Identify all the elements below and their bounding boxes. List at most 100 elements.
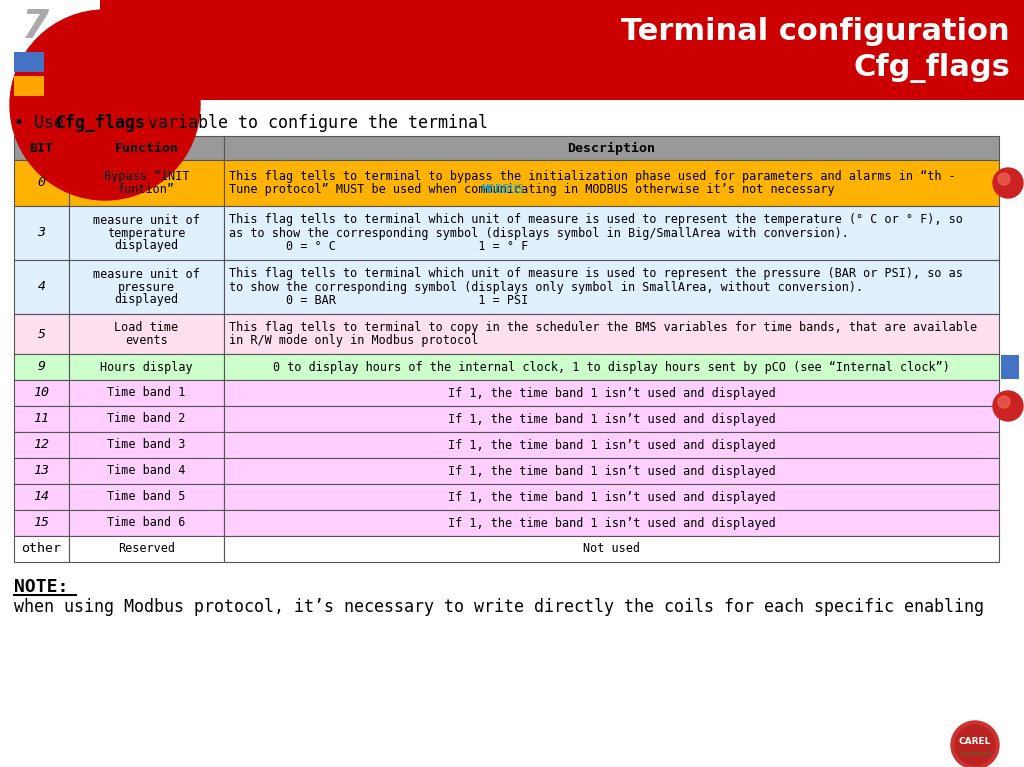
Text: If 1, the time band 1 isn’t used and displayed: If 1, the time band 1 isn’t used and dis… bbox=[447, 465, 775, 478]
FancyBboxPatch shape bbox=[69, 206, 224, 260]
Text: Hours display: Hours display bbox=[100, 360, 193, 374]
FancyBboxPatch shape bbox=[0, 0, 100, 110]
Text: If 1, the time band 1 isn’t used and displayed: If 1, the time band 1 isn’t used and dis… bbox=[447, 387, 775, 400]
FancyBboxPatch shape bbox=[14, 406, 69, 432]
FancyBboxPatch shape bbox=[224, 432, 999, 458]
Text: 10: 10 bbox=[34, 387, 49, 400]
Text: 0: 0 bbox=[38, 176, 45, 189]
Text: Reserved: Reserved bbox=[118, 542, 175, 555]
Text: Time band 2: Time band 2 bbox=[108, 413, 185, 426]
Text: Bypass “INIT: Bypass “INIT bbox=[103, 170, 189, 183]
FancyBboxPatch shape bbox=[1001, 355, 1019, 379]
Text: Time band 1: Time band 1 bbox=[108, 387, 185, 400]
FancyBboxPatch shape bbox=[224, 314, 999, 354]
Circle shape bbox=[10, 10, 200, 200]
Text: 0 = ° C                    1 = ° F: 0 = ° C 1 = ° F bbox=[229, 239, 528, 252]
Text: to show the corresponding symbol (displays only symbol in SmallArea, without con: to show the corresponding symbol (displa… bbox=[229, 281, 863, 294]
FancyBboxPatch shape bbox=[14, 136, 69, 160]
FancyBboxPatch shape bbox=[14, 484, 69, 510]
FancyBboxPatch shape bbox=[14, 160, 69, 206]
FancyBboxPatch shape bbox=[69, 458, 224, 484]
Text: 14: 14 bbox=[34, 491, 49, 503]
FancyBboxPatch shape bbox=[69, 484, 224, 510]
Text: 5: 5 bbox=[38, 328, 45, 341]
FancyBboxPatch shape bbox=[69, 380, 224, 406]
Text: Time band 3: Time band 3 bbox=[108, 439, 185, 452]
Text: Cfg_flags: Cfg_flags bbox=[56, 114, 146, 132]
Text: 9: 9 bbox=[38, 360, 45, 374]
FancyBboxPatch shape bbox=[224, 406, 999, 432]
FancyBboxPatch shape bbox=[14, 206, 69, 260]
FancyBboxPatch shape bbox=[224, 458, 999, 484]
Text: when using Modbus protocol, it’s necessary to write directly the coils for each : when using Modbus protocol, it’s necessa… bbox=[14, 598, 984, 616]
FancyBboxPatch shape bbox=[0, 0, 1024, 100]
Text: Cfg_flags: Cfg_flags bbox=[853, 53, 1010, 83]
Circle shape bbox=[951, 721, 999, 767]
Circle shape bbox=[993, 391, 1023, 421]
FancyBboxPatch shape bbox=[69, 260, 224, 314]
FancyBboxPatch shape bbox=[69, 406, 224, 432]
FancyBboxPatch shape bbox=[14, 380, 69, 406]
FancyBboxPatch shape bbox=[69, 510, 224, 536]
Text: as to show the corresponding symbol (displays symbol in Big/SmallArea with conve: as to show the corresponding symbol (dis… bbox=[229, 226, 849, 239]
FancyBboxPatch shape bbox=[69, 136, 224, 160]
Text: pressure: pressure bbox=[118, 281, 175, 294]
FancyBboxPatch shape bbox=[14, 536, 69, 562]
Text: displayed: displayed bbox=[115, 294, 178, 307]
Text: 3: 3 bbox=[38, 226, 45, 239]
Text: Time band 5: Time band 5 bbox=[108, 491, 185, 503]
Text: If 1, the time band 1 isn’t used and displayed: If 1, the time band 1 isn’t used and dis… bbox=[447, 491, 775, 503]
FancyBboxPatch shape bbox=[224, 354, 999, 380]
Text: Not used: Not used bbox=[583, 542, 640, 555]
FancyBboxPatch shape bbox=[224, 206, 999, 260]
Text: CAREL: CAREL bbox=[958, 738, 991, 746]
Text: events: events bbox=[125, 334, 168, 347]
Text: Tune protocol” MUST be used when communicating in MODBUS otherwise it’s not nece: Tune protocol” MUST be used when communi… bbox=[229, 183, 835, 196]
FancyBboxPatch shape bbox=[69, 536, 224, 562]
Text: Description: Description bbox=[567, 141, 655, 154]
FancyBboxPatch shape bbox=[14, 432, 69, 458]
Text: variable to configure the terminal: variable to configure the terminal bbox=[138, 114, 488, 132]
FancyBboxPatch shape bbox=[14, 52, 44, 72]
Circle shape bbox=[998, 173, 1010, 185]
Text: Function: Function bbox=[115, 141, 178, 154]
FancyBboxPatch shape bbox=[14, 354, 69, 380]
Text: Time band 6: Time band 6 bbox=[108, 516, 185, 529]
Text: MODBUS: MODBUS bbox=[481, 183, 524, 196]
Text: This flag tells to terminal to bypass the initialization phase used for paramete: This flag tells to terminal to bypass th… bbox=[229, 170, 955, 183]
FancyBboxPatch shape bbox=[14, 76, 44, 96]
FancyBboxPatch shape bbox=[14, 260, 69, 314]
Text: 13: 13 bbox=[34, 465, 49, 478]
Text: other: other bbox=[22, 542, 61, 555]
Circle shape bbox=[955, 725, 995, 765]
Text: 4: 4 bbox=[38, 281, 45, 294]
FancyBboxPatch shape bbox=[14, 458, 69, 484]
Text: If 1, the time band 1 isn’t used and displayed: If 1, the time band 1 isn’t used and dis… bbox=[447, 516, 775, 529]
Text: funtion”: funtion” bbox=[118, 183, 175, 196]
FancyBboxPatch shape bbox=[224, 536, 999, 562]
Text: 0 to display hours of the internal clock, 1 to display hours sent by pCO (see “I: 0 to display hours of the internal clock… bbox=[273, 360, 950, 374]
Text: displayed: displayed bbox=[115, 239, 178, 252]
Text: Time band 4: Time band 4 bbox=[108, 465, 185, 478]
FancyBboxPatch shape bbox=[224, 136, 999, 160]
Text: in R/W mode only in Modbus protocol: in R/W mode only in Modbus protocol bbox=[229, 334, 478, 347]
FancyBboxPatch shape bbox=[224, 160, 999, 206]
FancyBboxPatch shape bbox=[224, 380, 999, 406]
FancyBboxPatch shape bbox=[69, 354, 224, 380]
Text: 7: 7 bbox=[22, 8, 49, 46]
Text: If 1, the time band 1 isn’t used and displayed: If 1, the time band 1 isn’t used and dis… bbox=[447, 439, 775, 452]
FancyBboxPatch shape bbox=[224, 510, 999, 536]
Text: 0 = BAR                    1 = PSI: 0 = BAR 1 = PSI bbox=[229, 294, 528, 307]
Text: BIT: BIT bbox=[30, 141, 53, 154]
FancyBboxPatch shape bbox=[224, 484, 999, 510]
Text: temperature: temperature bbox=[108, 226, 185, 239]
FancyBboxPatch shape bbox=[69, 160, 224, 206]
Text: If 1, the time band 1 isn’t used and displayed: If 1, the time band 1 isn’t used and dis… bbox=[447, 413, 775, 426]
FancyBboxPatch shape bbox=[69, 314, 224, 354]
FancyBboxPatch shape bbox=[224, 260, 999, 314]
FancyBboxPatch shape bbox=[14, 314, 69, 354]
Text: 15: 15 bbox=[34, 516, 49, 529]
Circle shape bbox=[993, 168, 1023, 198]
Text: 12: 12 bbox=[34, 439, 49, 452]
Text: Terminal configuration: Terminal configuration bbox=[622, 18, 1010, 47]
